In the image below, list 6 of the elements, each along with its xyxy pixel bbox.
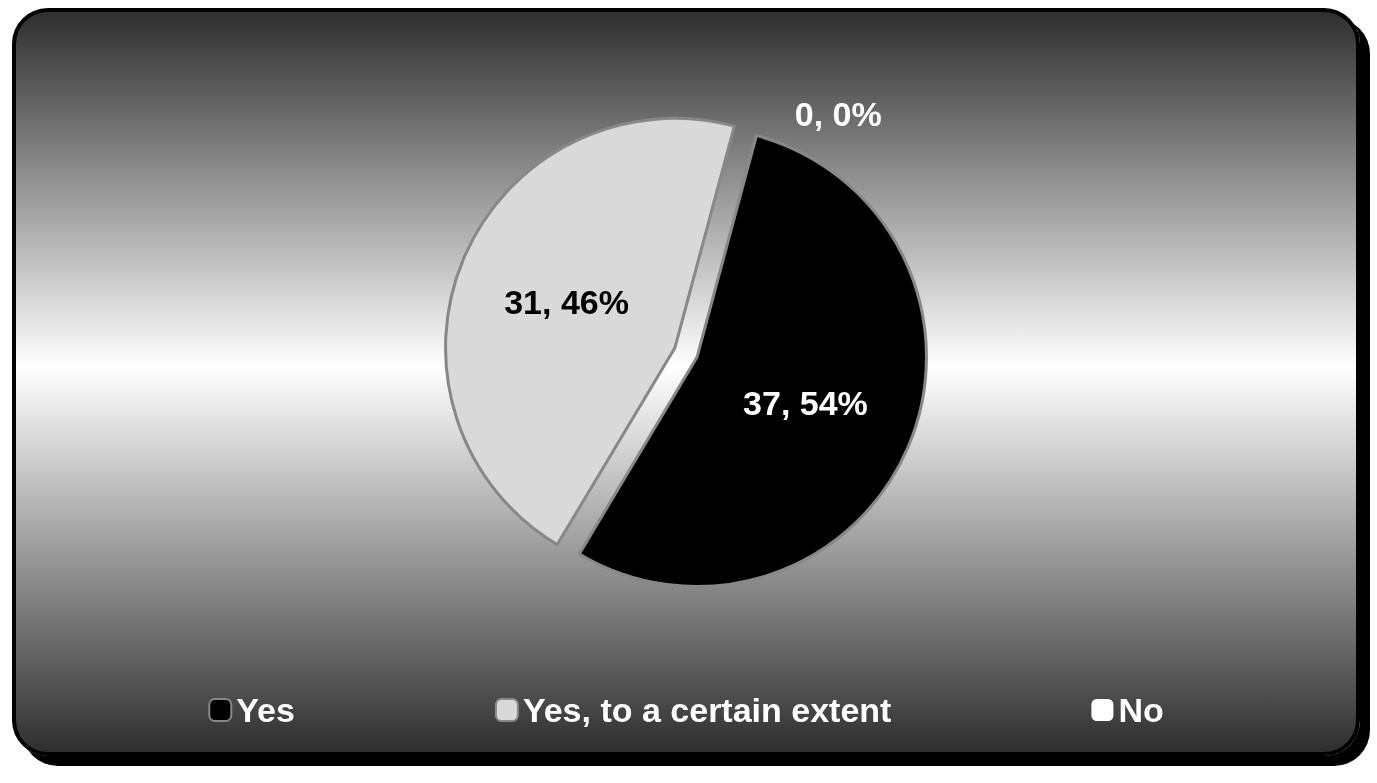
legend-label: No — [1118, 691, 1164, 729]
legend-label: Yes — [236, 691, 295, 729]
data-label: 31, 46% — [504, 282, 629, 321]
text: 0, 0% — [794, 95, 882, 134]
legend-label: Yes, to a certain extent — [522, 691, 892, 729]
data-label: 37, 54% — [743, 383, 868, 422]
